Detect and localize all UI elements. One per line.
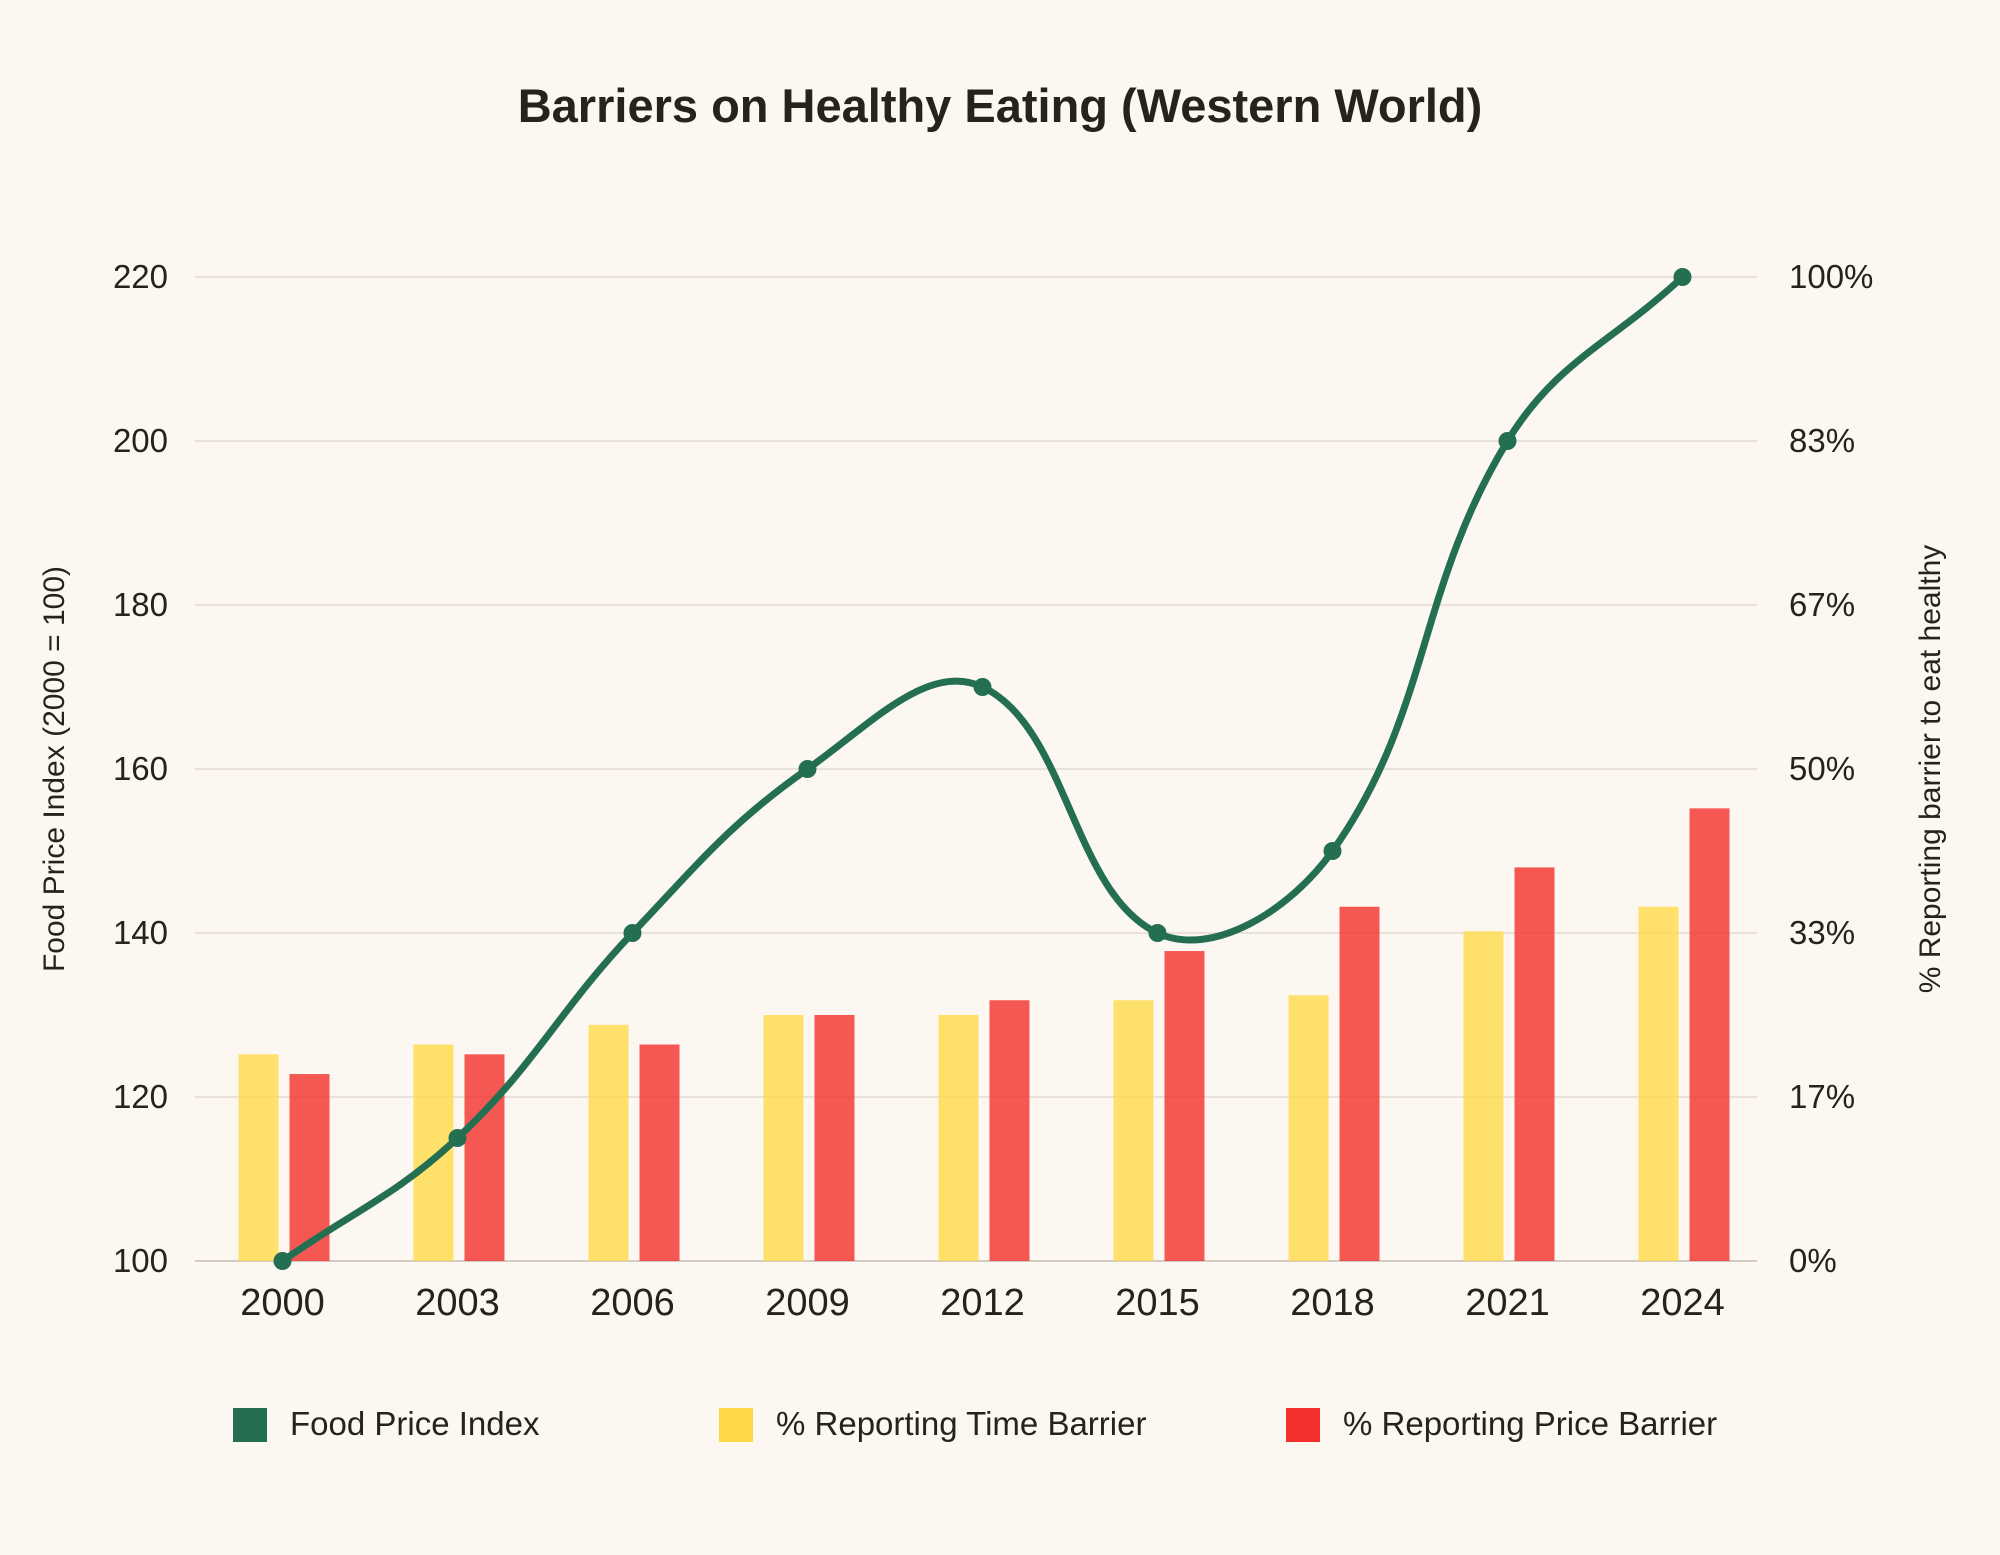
chart-title: Barriers on Healthy Eating (Western Worl…: [518, 79, 1483, 132]
left-axis-tick-labels: 220 200 180 160 140 120 100: [113, 258, 168, 1279]
right-axis-tick-labels: 100% 83% 67% 50% 33% 17% 0%: [1789, 258, 1873, 1279]
x-tick-label-2012: 2012: [940, 1282, 1025, 1324]
legend-label: Food Price Index: [290, 1405, 540, 1442]
bar-time-2009[interactable]: [763, 1015, 804, 1261]
bar-time-2024[interactable]: [1638, 906, 1679, 1261]
bar-price-2024[interactable]: [1689, 808, 1730, 1261]
left-tick-label: 180: [113, 586, 168, 623]
left-tick-label: 220: [113, 258, 168, 295]
right-tick-label: 67%: [1789, 586, 1855, 623]
food-price-index-line: [279, 273, 1686, 1265]
line-point-2000[interactable]: [273, 1252, 292, 1270]
left-tick-label: 200: [113, 422, 168, 459]
bar-price-2018[interactable]: [1339, 906, 1380, 1261]
legend-item-1[interactable]: % Reporting Time Barrier: [719, 1405, 1146, 1442]
bar-price-2009[interactable]: [814, 1015, 855, 1261]
bar-time-2015[interactable]: [1113, 1000, 1154, 1261]
x-tick-label-2015: 2015: [1115, 1282, 1200, 1324]
x-tick-label-2003: 2003: [415, 1282, 500, 1324]
bar-price-2015[interactable]: [1164, 951, 1205, 1261]
right-tick-label: 83%: [1789, 422, 1855, 459]
x-tick-label-2021: 2021: [1465, 1282, 1550, 1324]
line-point-2006[interactable]: [623, 924, 642, 942]
legend-swatch-icon: [719, 1408, 753, 1442]
right-tick-label: 33%: [1789, 914, 1855, 951]
right-tick-label: 50%: [1789, 750, 1855, 787]
legend-label: % Reporting Time Barrier: [776, 1405, 1146, 1442]
legend-swatch-icon: [233, 1408, 267, 1442]
bar-time-2000[interactable]: [238, 1054, 279, 1261]
left-axis-title: Food Price Index (2000 = 100): [38, 566, 71, 972]
legend-swatch-icon: [1286, 1408, 1320, 1442]
line-point-2012[interactable]: [973, 678, 992, 696]
right-tick-label: 100%: [1789, 258, 1873, 295]
right-tick-label: 0%: [1789, 1242, 1837, 1279]
bar-price-2012[interactable]: [989, 1000, 1030, 1261]
x-tick-label-2018: 2018: [1290, 1282, 1375, 1324]
line-point-2009[interactable]: [798, 760, 817, 778]
left-tick-label: 160: [113, 750, 168, 787]
bar-time-2003[interactable]: [413, 1044, 454, 1261]
right-tick-label: 17%: [1789, 1078, 1855, 1115]
line-point-2015[interactable]: [1148, 924, 1167, 942]
legend-item-2[interactable]: % Reporting Price Barrier: [1286, 1405, 1717, 1442]
x-tick-label-2009: 2009: [765, 1282, 850, 1324]
x-tick-label-2006: 2006: [590, 1282, 675, 1324]
legend: Food Price Index % Reporting Time Barrier…: [233, 1405, 1717, 1442]
legend-label: % Reporting Price Barrier: [1343, 1405, 1717, 1442]
bar-price-2006[interactable]: [639, 1044, 680, 1261]
x-tick-label-2024: 2024: [1640, 1282, 1725, 1324]
left-tick-label: 120: [113, 1078, 168, 1115]
line-point-2024[interactable]: [1673, 268, 1692, 286]
bar-time-2018[interactable]: [1288, 995, 1329, 1261]
legend-item-0[interactable]: Food Price Index: [233, 1405, 540, 1442]
x-tick-label-2000: 2000: [240, 1282, 325, 1324]
line-point-2018[interactable]: [1323, 842, 1342, 860]
left-tick-label: 100: [113, 1242, 168, 1279]
bar-time-2006[interactable]: [588, 1024, 629, 1261]
line-series-group: [273, 268, 1692, 1270]
bar-price-2000[interactable]: [289, 1074, 330, 1261]
x-axis-tick-labels: 2000 2003 2006 2009 2012 2015 2018 2021 2024: [240, 1282, 1725, 1324]
left-tick-label: 140: [113, 914, 168, 951]
bar-price-2003[interactable]: [464, 1054, 505, 1261]
line-point-2021[interactable]: [1498, 432, 1517, 450]
bar-time-2012[interactable]: [938, 1015, 979, 1261]
line-point-2003[interactable]: [448, 1129, 467, 1147]
bar-series-group: [238, 808, 1730, 1261]
right-axis-title: % Reporting barrier to eat healthy: [1914, 545, 1947, 994]
bar-time-2021[interactable]: [1463, 931, 1504, 1261]
bar-price-2021[interactable]: [1514, 867, 1555, 1261]
